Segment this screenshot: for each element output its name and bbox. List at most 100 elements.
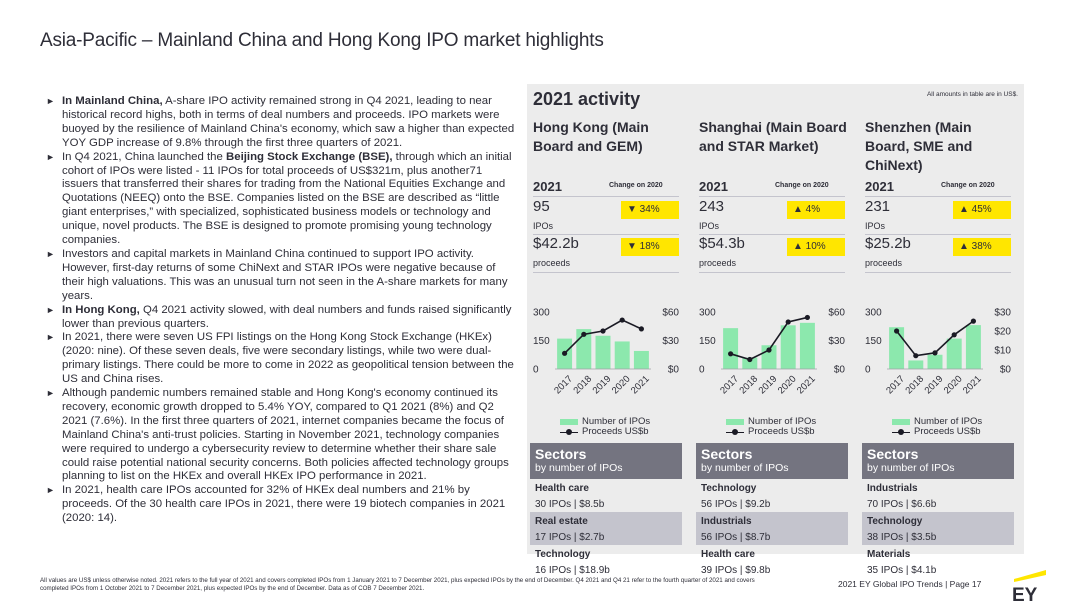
point-proceeds (747, 356, 753, 363)
legend-bar-label: Number of IPOs (914, 416, 983, 427)
ey-logo-bar (1014, 570, 1046, 582)
sector-value: 70 IPOs | $6.6b (867, 499, 937, 510)
ipos-label: IPOs (533, 221, 554, 231)
point-proceeds (951, 332, 957, 338)
legend-bar-swatch (560, 419, 578, 425)
proceeds-label: proceeds (865, 258, 903, 268)
bullet-item: ► In 2021, health care IPOs accounted for… (46, 484, 518, 526)
divider (699, 196, 845, 197)
y-tick-right: $30 (994, 308, 1011, 319)
bar-number-of-ipos (633, 350, 649, 369)
sector-name: Technology (867, 516, 923, 527)
legend-item-bar: Number of IPOs (560, 417, 650, 427)
point-proceeds (785, 319, 791, 325)
triangle-right-icon: ► (46, 388, 55, 399)
point-proceeds (894, 328, 900, 334)
ey-logo: EY (1012, 570, 1046, 602)
bullet-text: through which an initial cohort of IPOs … (62, 150, 512, 247)
market-column-shanghai: Shanghai (Main Board and STAR Market) 202… (693, 116, 851, 576)
proceeds-change-badge: ▲ 10% (787, 238, 845, 256)
y-tick-left: 300 (865, 308, 882, 319)
bar-number-of-ipos (595, 335, 611, 369)
legend-item-line: Proceeds US$b (726, 427, 816, 437)
ey-logo-text: EY (1012, 585, 1038, 602)
sector-row: Technology 38 IPOs | $3.5b (862, 512, 1014, 545)
bar-number-of-ipos (614, 341, 630, 369)
sectors-subtitle: by number of IPOs (535, 462, 623, 474)
bar-number-of-ipos (908, 360, 924, 369)
sector-name: Technology (535, 549, 591, 560)
x-tick-label: 2020 (942, 374, 965, 397)
x-tick-label: 2018 (737, 374, 760, 397)
triangle-right-icon: ► (46, 96, 55, 106)
point-proceeds (619, 317, 625, 323)
y-tick-right: $30 (662, 336, 679, 347)
divider (699, 234, 845, 235)
bullet-bold: In Hong Kong, (62, 303, 140, 316)
sector-value: 30 IPOs | $8.5b (535, 499, 605, 510)
x-tick-label: 2020 (610, 374, 633, 397)
bullet-item: ► In Hong Kong, Q4 2021 activity slowed, … (46, 304, 518, 332)
year-label: 2021 (533, 179, 562, 194)
y-tick-right: $0 (668, 365, 680, 376)
legend-bar-label: Number of IPOs (748, 416, 817, 427)
bullet-text: In 2021, there were seven US FPI listing… (62, 331, 514, 386)
sectors-header: Sectors by number of IPOs (530, 443, 682, 479)
bullet-text: Q4 2021 activity slowed, with deal numbe… (62, 303, 512, 330)
legend-line-label: Proceeds US$b (582, 426, 649, 437)
sector-row: Technology 56 IPOs | $9.2b (696, 479, 848, 512)
bar-number-of-ipos (927, 354, 943, 369)
bullet-item: ► In Q4 2021, China launched the Beijing … (46, 151, 518, 248)
market-name: Shanghai (Main Board and STAR Market) (699, 119, 847, 154)
chart-legend: Number of IPOs Proceeds US$b (892, 417, 982, 437)
bar-number-of-ipos (723, 328, 739, 369)
point-proceeds (913, 353, 919, 359)
bullet-pre: In Q4 2021, China launched the (62, 150, 227, 163)
y-tick-left: 0 (865, 365, 871, 376)
sectors-subtitle: by number of IPOs (701, 462, 789, 474)
sectors-table: Sectors by number of IPOs Health care 30 IP… (530, 443, 682, 578)
ipo-change-badge: ▲ 45% (953, 201, 1011, 219)
y-tick-right: $30 (828, 336, 845, 347)
sector-row: Real estate 17 IPOs | $2.7b (530, 512, 682, 545)
bar-number-of-ipos (799, 322, 815, 369)
bullet-item: ► In Mainland China, A-share IPO activity… (46, 95, 518, 151)
proceeds-value: $54.3b (699, 235, 745, 252)
legend-bar-swatch (892, 419, 910, 425)
x-tick-label: 2018 (903, 374, 926, 397)
sector-row: Materials 35 IPOs | $4.1b (862, 545, 1014, 578)
sectors-title: Sectors (701, 446, 753, 462)
triangle-right-icon: ► (46, 248, 55, 259)
y-tick-left: 0 (533, 365, 539, 376)
activity-panel: 2021 activity All amounts in table are i… (527, 84, 1024, 576)
y-tick-right: $60 (828, 308, 845, 319)
page-title: Asia-Pacific – Mainland China and Hong K… (40, 30, 604, 51)
market-name: Shenzhen (Main Board, SME and ChiNext) (865, 119, 973, 173)
market-column-hong-kong: Hong Kong (Main Board and GEM) 2021 Change… (527, 116, 685, 576)
legend-item-bar: Number of IPOs (726, 417, 816, 427)
sector-name: Health care (535, 483, 589, 494)
legend-line-swatch (892, 428, 910, 436)
sector-row: Health care 39 IPOs | $9.8b (696, 545, 848, 578)
sectors-subtitle: by number of IPOs (867, 462, 955, 474)
proceeds-value: $25.2b (865, 235, 911, 252)
bar-number-of-ipos (889, 327, 905, 369)
sector-value: 56 IPOs | $8.7b (701, 532, 771, 543)
legend-bar-swatch (726, 419, 744, 425)
point-proceeds (766, 347, 772, 353)
bullet-bold: Beijing Stock Exchange (BSE), (226, 150, 393, 163)
bullet-bold: In Mainland China, (62, 95, 163, 107)
chart-legend: Number of IPOs Proceeds US$b (726, 417, 816, 437)
sector-name: Health care (701, 549, 755, 560)
divider (865, 196, 1011, 197)
sector-name: Materials (867, 549, 911, 560)
bullet-list: ► In Mainland China, A-share IPO activity… (46, 95, 518, 526)
sector-value: 38 IPOs | $3.5b (867, 532, 937, 543)
triangle-right-icon: ► (46, 485, 55, 496)
y-tick-right: $0 (1000, 365, 1012, 376)
change-label: Change on 2020 (941, 182, 995, 189)
x-tick-label: 2021 (795, 374, 818, 397)
bullet-text: In 2021, health care IPOs accounted for … (62, 484, 506, 525)
